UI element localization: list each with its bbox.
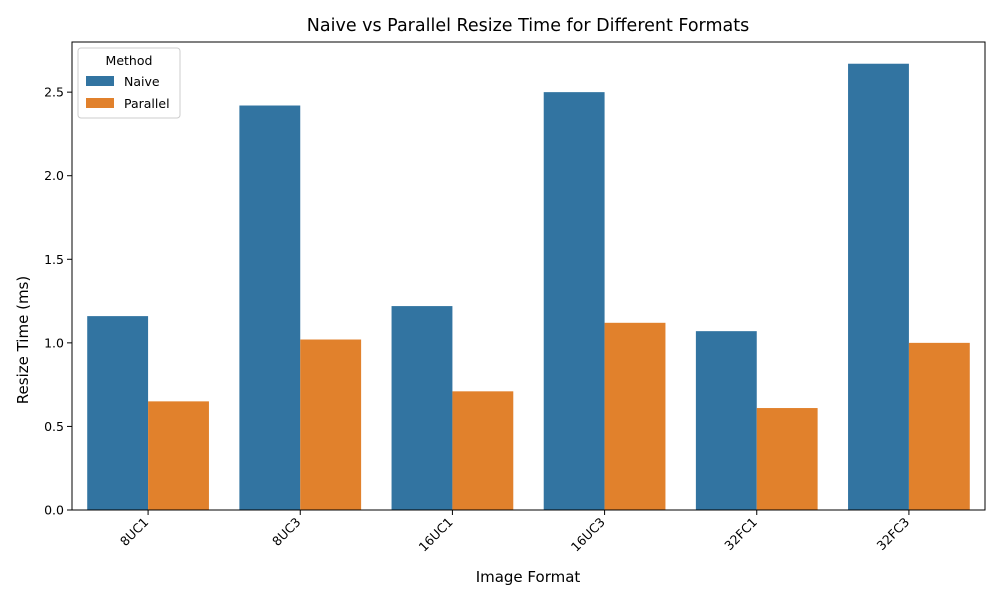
bar-parallel-16uc3 [604, 322, 666, 510]
x-tick-label: 8UC3 [269, 514, 304, 549]
y-tick-label: 0.5 [44, 419, 64, 434]
bar-parallel-16uc1 [452, 391, 514, 510]
bar-parallel-8uc1 [148, 401, 209, 510]
x-tick-label: 32FC1 [721, 514, 760, 553]
plot-area: 0.0 0.5 1.0 1.5 2.0 2.5 8UC1 8UC3 16UC1 16UC3 32FC… [44, 41, 986, 554]
y-tick-label: 0.0 [44, 503, 64, 518]
legend-swatch-naive [86, 76, 114, 86]
bar-naive-16uc3 [543, 92, 605, 511]
bar-parallel-8uc3 [300, 339, 362, 510]
y-tick-label: 2.0 [44, 168, 64, 183]
bar-naive-32fc3 [848, 63, 909, 510]
legend: Method Naive Parallel [77, 47, 181, 119]
x-tick-label: 32FC3 [873, 514, 912, 553]
y-axis-label: Resize Time (ms) [14, 276, 32, 404]
bar-naive-8uc1 [87, 316, 149, 510]
bar-parallel-32fc3 [908, 342, 970, 510]
chart-title: Naive vs Parallel Resize Time for Differ… [307, 16, 749, 36]
bar-naive-8uc3 [239, 105, 301, 510]
axes-frame [71, 41, 986, 511]
x-tick-label: 16UC1 [416, 514, 456, 554]
x-tick-label: 8UC1 [117, 514, 152, 549]
legend-label-naive: Naive [124, 74, 160, 89]
bar-naive-16uc1 [391, 306, 453, 510]
bar-parallel-32fc1 [756, 408, 818, 510]
y-tick-label: 1.5 [44, 252, 64, 267]
x-axis-label: Image Format [476, 568, 581, 586]
y-tick-label: 2.5 [44, 85, 64, 100]
legend-label-parallel: Parallel [124, 96, 170, 111]
legend-swatch-parallel [86, 98, 114, 108]
legend-title: Method [106, 53, 153, 68]
bar-naive-32fc1 [695, 331, 757, 510]
x-tick-label: 16UC3 [568, 514, 608, 554]
y-tick-label: 1.0 [44, 335, 64, 350]
